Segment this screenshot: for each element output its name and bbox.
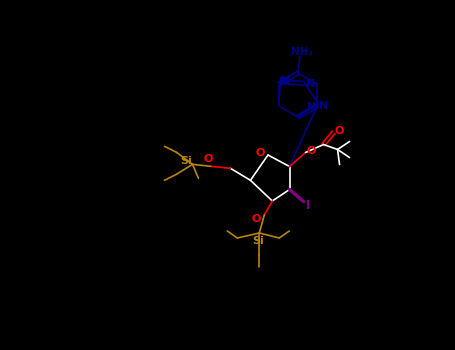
- Text: N: N: [281, 76, 290, 86]
- Text: N: N: [306, 79, 316, 89]
- Text: N: N: [318, 101, 328, 111]
- Text: N: N: [308, 102, 317, 112]
- Text: Si: Si: [181, 156, 192, 166]
- Text: O: O: [307, 146, 316, 155]
- Text: O: O: [335, 126, 344, 135]
- Text: N: N: [279, 77, 288, 87]
- Text: O: O: [204, 154, 213, 164]
- Text: NH₂: NH₂: [291, 47, 313, 57]
- Text: O: O: [255, 148, 265, 158]
- Text: Si: Si: [253, 236, 264, 246]
- Text: O: O: [252, 214, 261, 224]
- Text: I: I: [306, 199, 311, 212]
